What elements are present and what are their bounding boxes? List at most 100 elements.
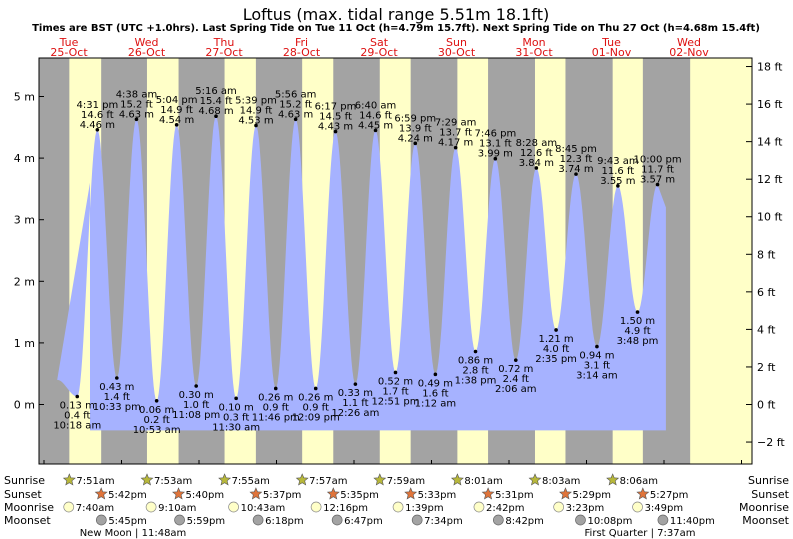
- plot-frame: [38, 57, 753, 465]
- tide-point: [433, 372, 438, 377]
- high-tide-time: 4:31 pm: [76, 100, 118, 111]
- sunrise-time: 8:03am: [542, 476, 580, 487]
- day-name: Wed: [135, 36, 159, 49]
- sunset-icon: [94, 487, 108, 500]
- sunrise-time: 7:51am: [76, 476, 114, 487]
- daylight-band: [690, 58, 752, 464]
- tide-point: [534, 166, 539, 170]
- low-tide-m: 0.52 m: [378, 376, 413, 387]
- low-tide-ft: 1.7 ft: [382, 386, 408, 397]
- low-tide-ft: 1.0 ft: [183, 400, 209, 411]
- tide-point: [313, 386, 318, 391]
- low-tide-m: 0.49 m: [418, 378, 453, 389]
- day-name: Wed: [677, 36, 701, 49]
- sunrise-row-label-right: Sunrise: [748, 474, 789, 487]
- low-tide-time: 10:33 pm: [93, 402, 141, 413]
- sunrise-time: 7:53am: [154, 476, 192, 487]
- day-name: Tue: [601, 36, 621, 49]
- moonset-icon: [331, 514, 343, 526]
- low-tide-ft: 0.2 ft: [143, 415, 169, 426]
- low-tide-time: 11:08 pm: [172, 410, 220, 421]
- low-tide-ft: 0.3 ft: [223, 412, 249, 423]
- moonset-icon: [492, 514, 504, 526]
- tide-point: [635, 310, 640, 314]
- high-tide-m: 3.74 m: [558, 164, 593, 175]
- high-tide-time: 5:56 am: [275, 89, 317, 100]
- moonset-icon: [657, 514, 669, 526]
- sunrise-time: 8:01am: [464, 476, 502, 487]
- plot-border: [38, 57, 753, 465]
- sunset-icon: [481, 487, 495, 500]
- sunset-time: 5:27pm: [650, 490, 689, 501]
- sunrise-icon: [450, 473, 464, 486]
- high-tide-ft: 15.4 ft: [200, 96, 233, 107]
- high-tide-ft: 13.9 ft: [399, 123, 432, 134]
- low-tide-m: 0.10 m: [219, 402, 254, 413]
- tide-point: [655, 182, 660, 187]
- high-tide-ft: 15.2 ft: [120, 99, 153, 110]
- sunrise-time: 8:06am: [620, 476, 658, 487]
- moonrise-icon: [473, 501, 485, 513]
- high-tide-m: 4.45 m: [358, 120, 393, 131]
- low-tide-time: 10:18 am: [53, 420, 101, 431]
- y-right-label: 12 ft: [757, 173, 783, 186]
- sunset-time: 5:31pm: [495, 490, 534, 501]
- sunrise-icon: [295, 473, 309, 486]
- tide-curve: [57, 116, 666, 431]
- y-right-label: 16 ft: [757, 98, 783, 111]
- high-tide-time: 9:43 am: [597, 156, 639, 167]
- low-tide-time: 1:38 pm: [455, 376, 497, 387]
- tide-point: [493, 156, 498, 161]
- sunrise-icon: [140, 473, 154, 486]
- y-right-label: 18 ft: [757, 61, 783, 74]
- moon-phase-label: New Moon | 11:48am: [80, 528, 187, 539]
- moonrise-time: 12:16pm: [323, 503, 368, 514]
- low-tide-ft: 1.4 ft: [104, 392, 130, 403]
- y-left-label: 4 m: [14, 152, 35, 165]
- moonrise-time: 3:23pm: [566, 503, 605, 514]
- moonrise-time: 2:42pm: [486, 503, 525, 514]
- low-tide-time: 1:12 am: [415, 398, 457, 409]
- tide-point: [333, 129, 338, 134]
- sunset-time: 5:35pm: [340, 490, 379, 501]
- low-tide-time: 11:30 am: [212, 422, 260, 433]
- high-tide-ft: 13.7 ft: [439, 128, 472, 139]
- low-tide-time: 10:53 am: [133, 425, 181, 436]
- y-left-label: 2 m: [14, 275, 35, 288]
- low-tide-time: 2:06 am: [495, 384, 537, 395]
- low-tide-time: 11:46 pm: [252, 412, 300, 423]
- moonset-row-label-right: Moonset: [742, 514, 789, 527]
- moonset-time: 5:59pm: [187, 516, 226, 527]
- low-tide-ft: 4.9 ft: [624, 326, 650, 337]
- moon-phase-label: First Quarter | 7:37am: [585, 528, 696, 539]
- day-date: 28-Oct: [283, 46, 321, 59]
- high-tide-time: 6:40 am: [355, 100, 397, 111]
- y-right-label: 10 ft: [757, 211, 783, 224]
- high-tide-m: 3.55 m: [600, 176, 635, 187]
- low-tide-time: 12:09 pm: [292, 412, 340, 423]
- day-name: Sun: [446, 36, 467, 49]
- y-right-label: 2 ft: [757, 361, 776, 374]
- tide-point: [473, 349, 478, 354]
- moonrise-time: 1:39pm: [405, 503, 444, 514]
- sunset-icon: [326, 487, 340, 500]
- moonrise-row-label-left: Moonrise: [4, 501, 54, 514]
- moonrise-icon: [632, 501, 643, 513]
- moonset-icon: [95, 514, 107, 526]
- moonrise-icon: [392, 501, 404, 513]
- high-tide-m: 4.68 m: [198, 106, 233, 117]
- tide-point: [574, 172, 578, 176]
- day-date: 26-Oct: [128, 46, 166, 59]
- high-tide-time: 5:04 pm: [156, 95, 198, 106]
- high-tide-m: 3.99 m: [478, 149, 513, 160]
- low-tide-m: 1.50 m: [620, 316, 655, 327]
- sunset-time: 5:37pm: [263, 490, 302, 501]
- moonset-time: 5:45pm: [108, 516, 147, 527]
- sunrise-time: 7:57am: [309, 476, 347, 487]
- tide-point: [254, 123, 258, 128]
- moonset-time: 6:47pm: [344, 516, 383, 527]
- high-tide-m: 3.57 m: [640, 175, 675, 186]
- low-tide-m: 0.72 m: [498, 364, 533, 375]
- low-tide-ft: 0.4 ft: [64, 410, 90, 421]
